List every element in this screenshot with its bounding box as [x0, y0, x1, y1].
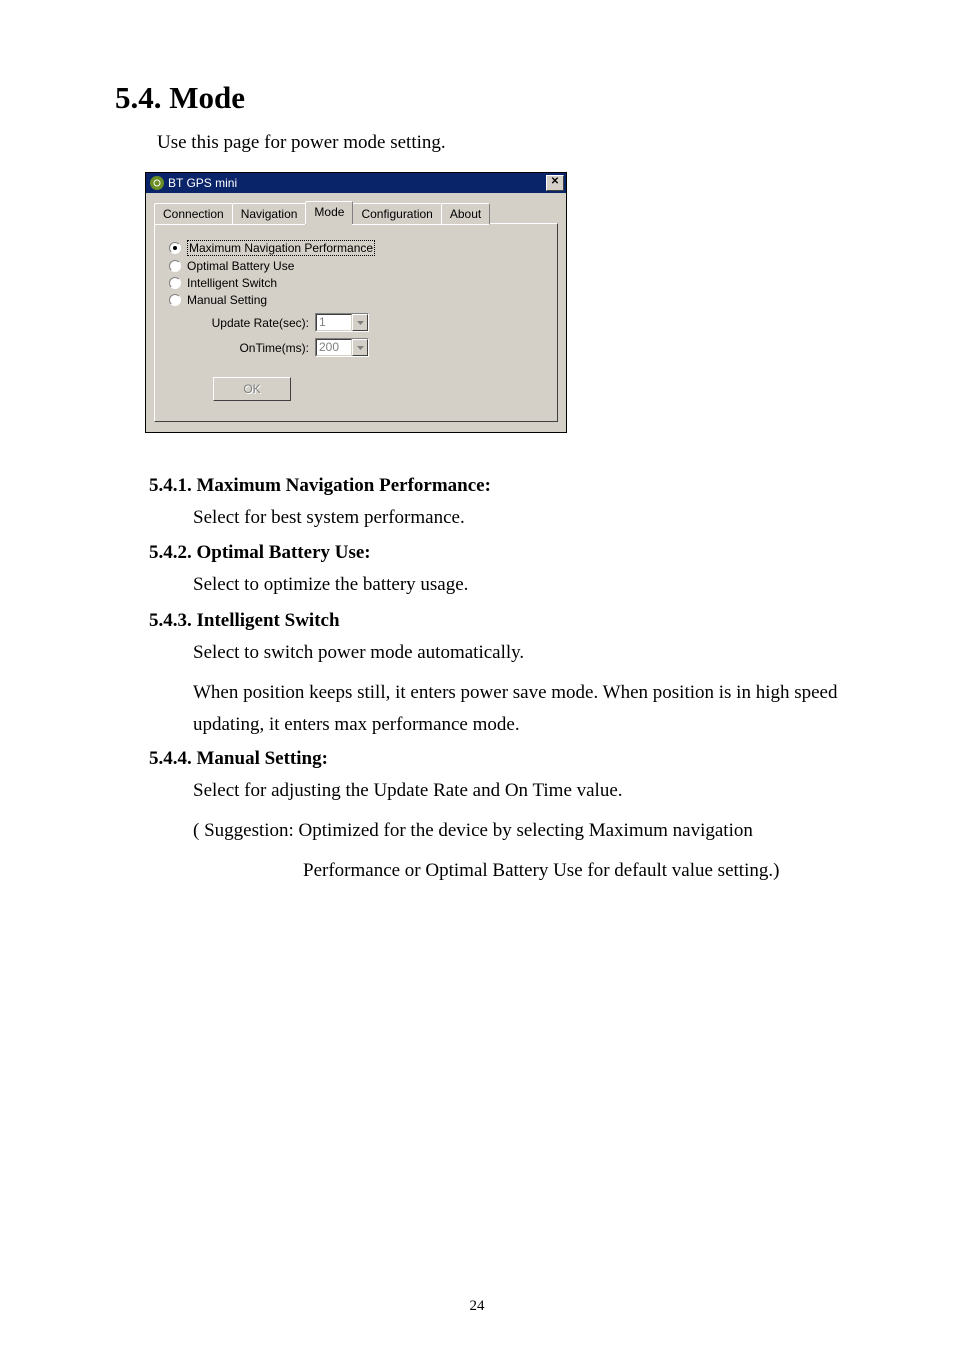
subsection-5-4-4-title: 5.4.4. Manual Setting: [149, 748, 839, 770]
radio-intelligent-row[interactable]: Intelligent Switch [169, 276, 543, 290]
subsection-5-4-4-body3: Performance or Optimal Battery Use for d… [303, 855, 839, 886]
ontime-value: 200 [316, 339, 352, 356]
subsection-5-4-3-body1: Select to switch power mode automaticall… [193, 638, 839, 667]
radio-manual-row[interactable]: Manual Setting [169, 293, 543, 307]
page-number: 24 [0, 1298, 954, 1315]
subsection-5-4-2-body: Select to optimize the battery usage. [193, 570, 839, 599]
update-rate-label: Update Rate(sec): [199, 316, 315, 330]
update-rate-combo: 1 [315, 313, 369, 332]
radio-optimal[interactable] [169, 260, 181, 272]
tab-strip: Connection Navigation Mode Configuration… [154, 201, 558, 224]
subsection-5-4-3-body2: When position keeps still, it enters pow… [193, 677, 839, 740]
subsection-5-4-2-title: 5.4.2. Optimal Battery Use: [149, 542, 839, 564]
tab-connection[interactable]: Connection [154, 203, 233, 225]
tab-configuration[interactable]: Configuration [352, 203, 441, 225]
dialog-window: BT GPS mini ✕ Connection Navigation Mode… [145, 172, 567, 433]
close-button[interactable]: ✕ [546, 175, 564, 191]
titlebar: BT GPS mini ✕ [146, 173, 566, 193]
subsection-5-4-3-title: 5.4.3. Intelligent Switch [149, 610, 839, 632]
intro-text: Use this page for power mode setting. [157, 132, 839, 154]
tab-mode[interactable]: Mode [305, 201, 353, 224]
tab-navigation[interactable]: Navigation [232, 203, 307, 225]
radio-optimal-row[interactable]: Optimal Battery Use [169, 259, 543, 273]
ontime-label: OnTime(ms): [199, 341, 315, 355]
subsection-5-4-1-body: Select for best system performance. [193, 503, 839, 532]
radio-max-nav[interactable] [169, 242, 181, 254]
ok-button: OK [213, 377, 291, 401]
radio-optimal-label: Optimal Battery Use [187, 259, 294, 273]
tab-about[interactable]: About [441, 203, 490, 225]
ontime-combo: 200 [315, 338, 369, 357]
radio-max-nav-row[interactable]: Maximum Navigation Performance [169, 240, 543, 256]
dialog-title: BT GPS mini [168, 176, 237, 190]
radio-max-nav-label: Maximum Navigation Performance [187, 240, 375, 256]
subsection-5-4-1-title: 5.4.1. Maximum Navigation Performance: [149, 475, 839, 497]
section-heading: 5.4. Mode [115, 80, 839, 116]
subsection-5-4-4-body2: ( Suggestion: Optimized for the device b… [193, 815, 839, 846]
radio-intelligent[interactable] [169, 277, 181, 289]
app-icon [150, 176, 164, 190]
radio-manual-label: Manual Setting [187, 293, 267, 307]
radio-intelligent-label: Intelligent Switch [187, 276, 277, 290]
ontime-dropdown-button [352, 339, 368, 356]
tab-panel-mode: Maximum Navigation Performance Optimal B… [154, 223, 558, 422]
radio-manual[interactable] [169, 294, 181, 306]
update-rate-dropdown-button [352, 314, 368, 331]
subsection-5-4-4-body1: Select for adjusting the Update Rate and… [193, 776, 839, 805]
update-rate-value: 1 [316, 314, 352, 331]
